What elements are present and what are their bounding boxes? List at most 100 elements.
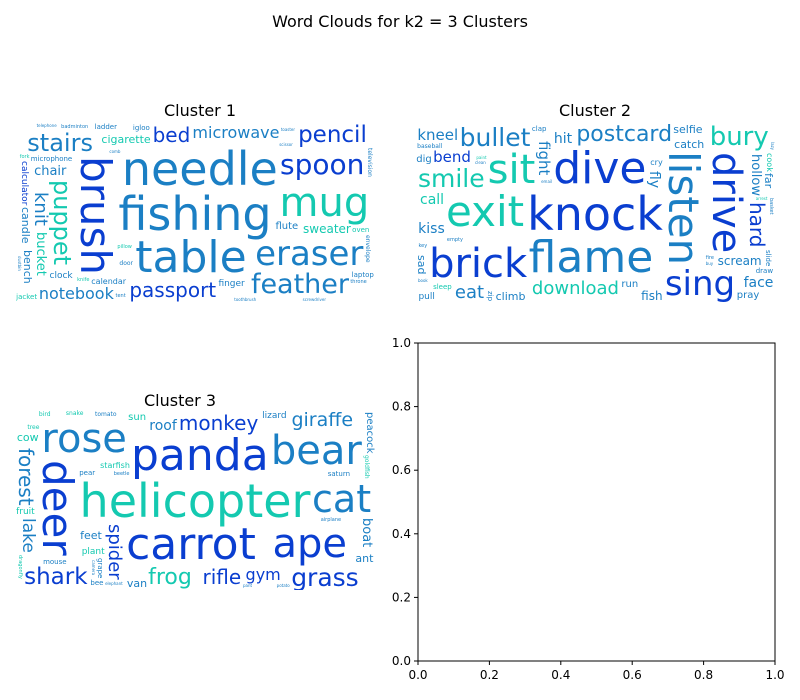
cloud-word-lizard: lizard xyxy=(262,410,287,421)
cloud-word-cry: cry xyxy=(650,158,663,168)
cloud-word-scissor: scissor xyxy=(279,141,293,147)
cloud-word-laptop: laptop xyxy=(351,270,374,279)
cloud-word-bee: bee xyxy=(90,578,104,587)
cloud-word-sweater: sweater xyxy=(303,221,351,236)
cloud-word-rifle: rifle xyxy=(202,565,242,590)
cloud-word-dig: dig xyxy=(416,153,432,165)
cloud-word-fruit: fruit xyxy=(16,506,35,517)
cloud-word-hit: hit xyxy=(553,131,573,148)
cloud-word-email: email xyxy=(541,179,553,185)
cloud-word-paint: paint xyxy=(476,154,487,160)
cloud-word-catch: catch xyxy=(674,138,705,152)
cloud-word-shark: shark xyxy=(24,564,88,590)
cloud-word-chair: chair xyxy=(34,164,67,180)
cloud-word-pillow: pillow xyxy=(117,244,132,251)
cloud-word-beetle: beetle xyxy=(113,470,130,477)
cloud-word-clock: clock xyxy=(49,271,73,282)
cloud-word-fish: fish xyxy=(641,289,663,303)
cloud-word-download: download xyxy=(531,278,619,300)
cloud-word-tree: tree xyxy=(27,423,40,431)
cluster-3-title: Cluster 3 xyxy=(143,391,217,410)
y-tick-label: 0.4 xyxy=(392,527,411,541)
cloud-word-sleep: sleep xyxy=(433,282,452,291)
cloud-word-throne: throne xyxy=(350,279,367,286)
cloud-word-empty: empty xyxy=(446,236,463,243)
cloud-word-baseball: baseball xyxy=(417,142,443,150)
x-tick-label: 0.8 xyxy=(694,668,713,682)
cloud-word-finger: finger xyxy=(218,278,245,289)
y-tick-label: 0.2 xyxy=(392,590,411,604)
cloud-word-spoon: spoon xyxy=(280,148,365,182)
cluster-2-wordcloud: knock flame dive listen exit sit brick sing driv… xyxy=(415,123,775,303)
cloud-word-scream: scream xyxy=(717,253,762,268)
cloud-word-pull: pull xyxy=(418,291,435,302)
cloud-word-pant: pant xyxy=(242,582,253,588)
cloud-word-microwave: microwave xyxy=(192,123,280,142)
cluster-1-wordcloud: fishing needle table brush eraser mug spoon fea… xyxy=(15,123,375,303)
cloud-word-rose: rose xyxy=(41,415,127,462)
cloud-word-ape: ape xyxy=(272,521,348,568)
cloud-word-bend: bend xyxy=(433,148,471,167)
cloud-word-helicopter: helicopter xyxy=(79,473,311,528)
cloud-word-knife: knife xyxy=(77,276,90,283)
cloud-word-roof: roof xyxy=(149,418,177,435)
x-tick-label: 1.0 xyxy=(765,668,784,682)
cloud-word-call: call xyxy=(420,192,445,209)
cloud-word-book: book xyxy=(417,278,428,284)
cloud-word-stairs: stairs xyxy=(27,128,93,157)
cloud-word-toaster: toaster xyxy=(280,126,296,132)
cloud-word-panda: panda xyxy=(130,429,269,481)
cloud-word-snake: snake xyxy=(65,410,84,418)
cloud-word-comb: comb xyxy=(109,149,121,155)
cloud-word-postcard: postcard xyxy=(576,123,673,148)
cloud-word-bird: bird xyxy=(38,411,51,419)
cloud-word-giraffe: giraffe xyxy=(291,410,354,432)
cloud-word-saturn: saturn xyxy=(327,469,351,478)
cloud-word-gym: gym xyxy=(245,565,281,585)
cloud-word-badminton: badminton xyxy=(61,123,89,130)
cloud-word-pencil: pencil xyxy=(298,123,367,149)
cloud-word-smile: smile xyxy=(417,164,485,194)
cloud-word-clap: clap xyxy=(531,125,547,134)
cloud-word-arrest: arrest xyxy=(755,196,768,202)
cloud-word-plant: plant xyxy=(81,546,105,557)
cluster-2-title: Cluster 2 xyxy=(558,101,632,120)
cloud-word-feet: feet xyxy=(80,528,102,542)
y-tick-label: 0.0 xyxy=(392,654,411,668)
cloud-word-table: table xyxy=(135,232,247,284)
cluster-1-title: Cluster 1 xyxy=(163,101,237,120)
cloud-word-elephant: elephant xyxy=(105,580,123,586)
cloud-word-flame: flame xyxy=(528,232,654,284)
cloud-word-face: face xyxy=(743,274,774,291)
cloud-word-mouse: mouse xyxy=(43,557,67,566)
cloud-word-knock: knock xyxy=(527,186,663,241)
cloud-word-buy: buy xyxy=(705,261,714,267)
cloud-word-feather: feather xyxy=(250,268,350,300)
cloud-word-selfie: selfie xyxy=(673,123,703,137)
cloud-word-pear: pear xyxy=(79,468,96,477)
cloud-word-passport: passport xyxy=(129,277,217,302)
cloud-word-toothbrush: toothbrush xyxy=(234,296,257,302)
cloud-word-ladder: ladder xyxy=(94,123,117,132)
cloud-word-jacket: jacket xyxy=(16,292,38,301)
figure-title: Word Clouds for k2 = 3 Clusters xyxy=(272,12,528,31)
cloud-word-igloo: igloo xyxy=(132,123,150,132)
cloud-word-tomato: tomato xyxy=(95,410,117,418)
cloud-word-notebook: notebook xyxy=(38,284,114,303)
cloud-word-sing: sing xyxy=(664,264,736,303)
cloud-word-kiss: kiss xyxy=(418,221,445,238)
cloud-word-calendar: calendar xyxy=(91,276,127,286)
cloud-word-key: key xyxy=(418,242,428,249)
cloud-word-tent: tent xyxy=(115,293,126,300)
cloud-word-screwdriver: screwdriver xyxy=(302,296,326,302)
cloud-word-bury: bury xyxy=(709,123,769,153)
cloud-word-fire: fire xyxy=(705,254,714,261)
cloud-word-climb: climb xyxy=(495,290,526,303)
cloud-word-oven: oven xyxy=(352,225,370,234)
cloud-word-carrot: carrot xyxy=(126,519,256,571)
cloud-word-frog: frog xyxy=(148,564,192,590)
cloud-word-fork: fork xyxy=(19,154,30,161)
cloud-word-airplane: airplane xyxy=(320,516,342,523)
cloud-word-potato: potato xyxy=(276,583,290,589)
